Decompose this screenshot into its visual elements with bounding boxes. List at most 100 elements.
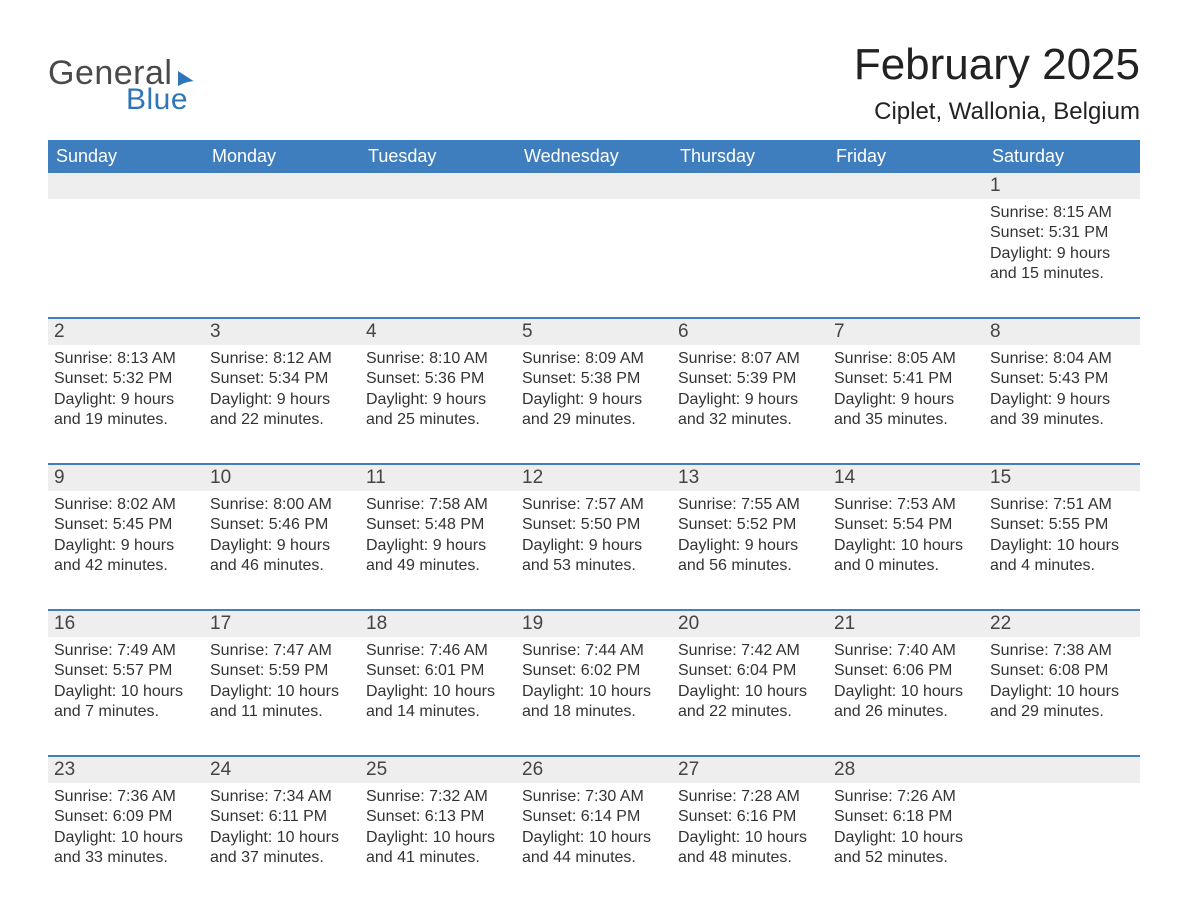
daylight-line: Daylight: 9 hours and 46 minutes. — [210, 536, 354, 577]
day-number-band: 1 — [48, 173, 1140, 199]
day-number — [828, 173, 984, 199]
sunrise-line: Sunrise: 8:13 AM — [54, 349, 198, 369]
day-cell: Sunrise: 7:32 AMSunset: 6:13 PMDaylight:… — [360, 783, 516, 879]
day-cell: Sunrise: 8:05 AMSunset: 5:41 PMDaylight:… — [828, 345, 984, 441]
day-number: 4 — [360, 319, 516, 345]
sunrise-line: Sunrise: 7:46 AM — [366, 641, 510, 661]
daylight-line: Daylight: 10 hours and 22 minutes. — [678, 682, 822, 723]
daylight-line: Daylight: 10 hours and 14 minutes. — [366, 682, 510, 723]
day-cell — [828, 199, 984, 295]
sunrise-line: Sunrise: 8:07 AM — [678, 349, 822, 369]
day-cell: Sunrise: 7:34 AMSunset: 6:11 PMDaylight:… — [204, 783, 360, 879]
day-number — [516, 173, 672, 199]
daylight-line: Daylight: 10 hours and 37 minutes. — [210, 828, 354, 869]
day-number: 22 — [984, 611, 1140, 637]
daylight-line: Daylight: 9 hours and 49 minutes. — [366, 536, 510, 577]
day-cell: Sunrise: 8:02 AMSunset: 5:45 PMDaylight:… — [48, 491, 204, 587]
calendar-week: 2345678Sunrise: 8:13 AMSunset: 5:32 PMDa… — [48, 317, 1140, 441]
day-number: 1 — [984, 173, 1140, 199]
day-cell: Sunrise: 7:40 AMSunset: 6:06 PMDaylight:… — [828, 637, 984, 733]
sunrise-line: Sunrise: 8:04 AM — [990, 349, 1134, 369]
day-cell: Sunrise: 8:09 AMSunset: 5:38 PMDaylight:… — [516, 345, 672, 441]
day-number — [984, 757, 1140, 783]
daylight-line: Daylight: 10 hours and 33 minutes. — [54, 828, 198, 869]
sunrise-line: Sunrise: 7:58 AM — [366, 495, 510, 515]
day-number: 23 — [48, 757, 204, 783]
day-number: 9 — [48, 465, 204, 491]
brand-logo: General Blue — [48, 40, 212, 117]
calendar-grid: SundayMondayTuesdayWednesdayThursdayFrid… — [48, 140, 1140, 879]
weekday-header-row: SundayMondayTuesdayWednesdayThursdayFrid… — [48, 140, 1140, 173]
daylight-line: Daylight: 9 hours and 29 minutes. — [522, 390, 666, 431]
daylight-line: Daylight: 9 hours and 19 minutes. — [54, 390, 198, 431]
calendar-week: 16171819202122Sunrise: 7:49 AMSunset: 5:… — [48, 609, 1140, 733]
month-title: February 2025 — [854, 40, 1140, 90]
sunset-line: Sunset: 6:18 PM — [834, 807, 978, 827]
day-cell: Sunrise: 8:12 AMSunset: 5:34 PMDaylight:… — [204, 345, 360, 441]
day-body-band: Sunrise: 7:49 AMSunset: 5:57 PMDaylight:… — [48, 637, 1140, 733]
sunrise-line: Sunrise: 8:10 AM — [366, 349, 510, 369]
day-cell — [48, 199, 204, 295]
sunset-line: Sunset: 6:16 PM — [678, 807, 822, 827]
day-cell: Sunrise: 7:47 AMSunset: 5:59 PMDaylight:… — [204, 637, 360, 733]
sunrise-line: Sunrise: 7:55 AM — [678, 495, 822, 515]
day-number — [48, 173, 204, 199]
sunset-line: Sunset: 6:08 PM — [990, 661, 1134, 681]
daylight-line: Daylight: 9 hours and 22 minutes. — [210, 390, 354, 431]
day-cell: Sunrise: 7:57 AMSunset: 5:50 PMDaylight:… — [516, 491, 672, 587]
sunset-line: Sunset: 5:46 PM — [210, 515, 354, 535]
day-cell: Sunrise: 8:07 AMSunset: 5:39 PMDaylight:… — [672, 345, 828, 441]
day-cell: Sunrise: 7:26 AMSunset: 6:18 PMDaylight:… — [828, 783, 984, 879]
day-number: 12 — [516, 465, 672, 491]
sunset-line: Sunset: 5:34 PM — [210, 369, 354, 389]
daylight-line: Daylight: 10 hours and 48 minutes. — [678, 828, 822, 869]
day-number: 17 — [204, 611, 360, 637]
daylight-line: Daylight: 10 hours and 0 minutes. — [834, 536, 978, 577]
day-number: 13 — [672, 465, 828, 491]
daylight-line: Daylight: 10 hours and 4 minutes. — [990, 536, 1134, 577]
sunrise-line: Sunrise: 7:38 AM — [990, 641, 1134, 661]
day-number: 11 — [360, 465, 516, 491]
day-cell: Sunrise: 7:30 AMSunset: 6:14 PMDaylight:… — [516, 783, 672, 879]
day-number: 25 — [360, 757, 516, 783]
sunrise-line: Sunrise: 7:44 AM — [522, 641, 666, 661]
day-number: 18 — [360, 611, 516, 637]
sunset-line: Sunset: 5:55 PM — [990, 515, 1134, 535]
daylight-line: Daylight: 9 hours and 42 minutes. — [54, 536, 198, 577]
weekday-header: Sunday — [48, 140, 204, 173]
day-cell: Sunrise: 7:42 AMSunset: 6:04 PMDaylight:… — [672, 637, 828, 733]
sunrise-line: Sunrise: 7:28 AM — [678, 787, 822, 807]
day-cell — [984, 783, 1140, 879]
day-body-band: Sunrise: 7:36 AMSunset: 6:09 PMDaylight:… — [48, 783, 1140, 879]
weekday-header: Saturday — [984, 140, 1140, 173]
sunrise-line: Sunrise: 8:15 AM — [990, 203, 1134, 223]
weekday-header: Wednesday — [516, 140, 672, 173]
sunrise-line: Sunrise: 7:26 AM — [834, 787, 978, 807]
sunrise-line: Sunrise: 7:53 AM — [834, 495, 978, 515]
sunset-line: Sunset: 5:54 PM — [834, 515, 978, 535]
day-cell: Sunrise: 7:53 AMSunset: 5:54 PMDaylight:… — [828, 491, 984, 587]
day-number — [204, 173, 360, 199]
sunrise-line: Sunrise: 7:42 AM — [678, 641, 822, 661]
calendar-week: 9101112131415Sunrise: 8:02 AMSunset: 5:4… — [48, 463, 1140, 587]
sunrise-line: Sunrise: 7:36 AM — [54, 787, 198, 807]
daylight-line: Daylight: 9 hours and 32 minutes. — [678, 390, 822, 431]
daylight-line: Daylight: 9 hours and 15 minutes. — [990, 244, 1134, 285]
sunrise-line: Sunrise: 7:34 AM — [210, 787, 354, 807]
title-block: February 2025 Ciplet, Wallonia, Belgium — [854, 40, 1140, 126]
sunset-line: Sunset: 5:45 PM — [54, 515, 198, 535]
calendar-week: 232425262728Sunrise: 7:36 AMSunset: 6:09… — [48, 755, 1140, 879]
calendar-page: General Blue February 2025 Ciplet, Wallo… — [0, 0, 1188, 919]
day-cell: Sunrise: 7:55 AMSunset: 5:52 PMDaylight:… — [672, 491, 828, 587]
sunset-line: Sunset: 6:14 PM — [522, 807, 666, 827]
sunset-line: Sunset: 6:09 PM — [54, 807, 198, 827]
sunrise-line: Sunrise: 8:09 AM — [522, 349, 666, 369]
sunset-line: Sunset: 5:32 PM — [54, 369, 198, 389]
daylight-line: Daylight: 10 hours and 11 minutes. — [210, 682, 354, 723]
day-body-band: Sunrise: 8:02 AMSunset: 5:45 PMDaylight:… — [48, 491, 1140, 587]
sunset-line: Sunset: 5:43 PM — [990, 369, 1134, 389]
day-number: 20 — [672, 611, 828, 637]
sunrise-line: Sunrise: 8:00 AM — [210, 495, 354, 515]
sunset-line: Sunset: 5:38 PM — [522, 369, 666, 389]
day-number: 10 — [204, 465, 360, 491]
